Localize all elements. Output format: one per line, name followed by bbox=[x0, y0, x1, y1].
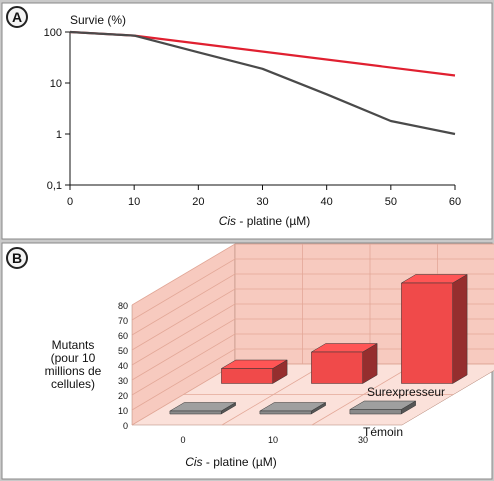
y-axis-label-line: (pour 10 bbox=[51, 351, 96, 365]
mutants-3d-bar-chart: 0 10 20 30 40 50 60 70 80 0 10 30 Surexpresseur Témoi… bbox=[45, 243, 494, 469]
x-axis-label: Cis - platine (µM) bbox=[185, 455, 277, 469]
y-axis-label-line: millions de bbox=[45, 364, 102, 378]
y-tick-label: 70 bbox=[118, 316, 128, 326]
x-axis-label-rest: - platine (µM) bbox=[236, 214, 310, 228]
bar-front bbox=[401, 282, 453, 384]
x-tick-label: 10 bbox=[268, 435, 278, 445]
y-tick-label: 50 bbox=[118, 346, 128, 356]
y-axis-label-line: cellules) bbox=[51, 377, 95, 391]
y-tick-label: 10 bbox=[118, 406, 128, 416]
bar-front bbox=[169, 410, 222, 415]
y-tick-label: 10 bbox=[50, 78, 62, 90]
wall-gridline bbox=[131, 258, 494, 321]
x-tick-label: 30 bbox=[358, 435, 368, 445]
y-tick-label: 100 bbox=[44, 27, 62, 39]
x-tick-label: 60 bbox=[449, 196, 461, 208]
x-tick-label: 40 bbox=[321, 196, 333, 208]
x-tick-label: 50 bbox=[385, 196, 397, 208]
y-tick-label: 40 bbox=[118, 361, 128, 371]
bar-front bbox=[259, 410, 312, 415]
series-label-surexpresseur: Surexpresseur bbox=[367, 385, 445, 399]
survival-chart: 100 10 1 0,1 0 10 20 30 40 50 60 Survie (%) Cis - pl… bbox=[44, 13, 461, 228]
y-tick-label: 0,1 bbox=[47, 180, 62, 192]
wall-gridline bbox=[131, 243, 494, 306]
y-tick-label: 0 bbox=[123, 421, 128, 431]
y-tick-label: 30 bbox=[118, 376, 128, 386]
x-tick-label: 30 bbox=[256, 196, 268, 208]
y-tick-label: 80 bbox=[118, 301, 128, 311]
y-tick-label: 1 bbox=[56, 129, 62, 141]
y-axis-label: Survie (%) bbox=[70, 13, 126, 27]
series-label-temoin: Témoin bbox=[363, 425, 403, 439]
x-axis-label: Cis - platine (µM) bbox=[219, 214, 311, 228]
panel-a-frame bbox=[1, 2, 493, 240]
panel-b-badge: B bbox=[12, 250, 22, 266]
bar-front bbox=[221, 368, 273, 384]
bar-front bbox=[311, 351, 363, 384]
bar-side bbox=[452, 274, 468, 384]
bar-front bbox=[349, 409, 402, 415]
y-axis-label: Mutants (pour 10 millions de cellules) bbox=[45, 338, 102, 391]
y-tick-label: 20 bbox=[118, 391, 128, 401]
panel-b-badge-circle bbox=[6, 247, 28, 269]
x-axis-label-italic: Cis bbox=[219, 214, 236, 228]
y-tick-label: 60 bbox=[118, 331, 128, 341]
y-axis-label-line: Mutants bbox=[52, 338, 95, 352]
series-line-1 bbox=[69, 30, 456, 136]
x-tick-label: 20 bbox=[192, 196, 204, 208]
panel-a-badge: A bbox=[12, 9, 22, 25]
panel-a-badge-circle bbox=[6, 6, 28, 28]
x-tick-label: 10 bbox=[128, 196, 140, 208]
x-axis-label-italic: Cis bbox=[185, 455, 202, 469]
x-axis-label-rest: - platine (µM) bbox=[203, 455, 277, 469]
x-tick-label: 0 bbox=[180, 435, 185, 445]
wall-gridline bbox=[131, 273, 494, 336]
x-tick-label: 0 bbox=[67, 196, 73, 208]
